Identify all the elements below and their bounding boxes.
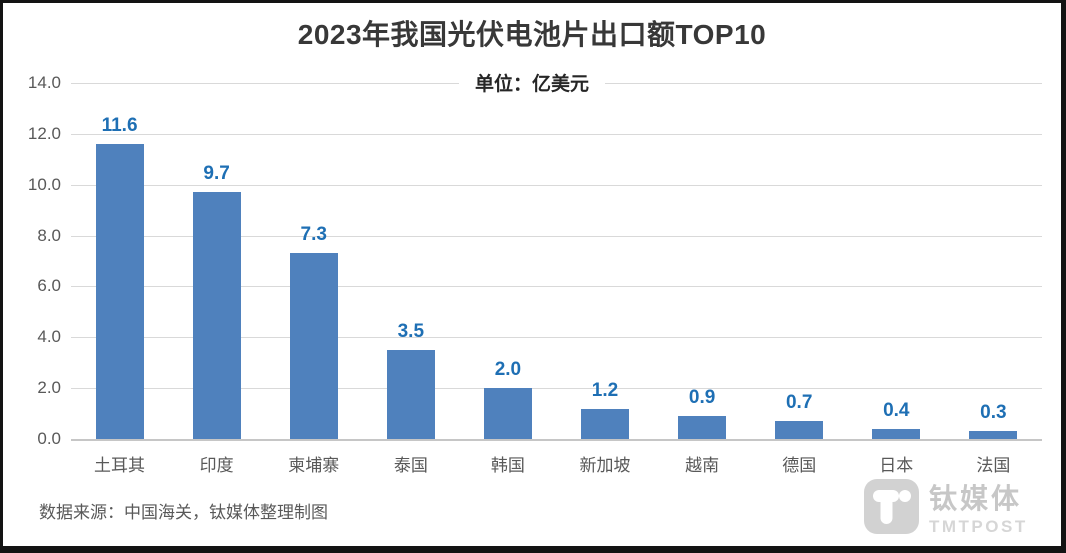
bar-value-label: 2.0 [494,359,522,381]
gridline [71,235,1042,237]
tmtpost-logo-icon [864,479,919,539]
y-axis: 0.0 2.0 4.0 6.0 8.0 10.0 12.0 14.0 [3,73,61,448]
y-tick-label: 10.0 [27,174,61,194]
y-tick-label: 14.0 [27,73,61,92]
bar [386,350,435,439]
category-label: 日本 [879,456,914,475]
bar-value-label: 9.7 [203,163,230,185]
bar-value-label: 11.6 [101,115,138,137]
bar [289,253,338,439]
bar-value-label: 3.5 [397,321,425,342]
y-tick-label: 4.0 [37,327,61,347]
bar-value-label: 1.2 [591,379,619,401]
category-label: 印度 [199,456,234,475]
y-tick-label: 0.0 [37,429,61,448]
bar [872,428,921,439]
bar-value-label: 7.3 [300,224,327,246]
chart-title: 2023年我国光伏电池片出口额TOP10 [297,19,767,50]
category-label: 新加坡 [579,456,631,475]
bar-value-label: 0.9 [688,387,716,409]
bar [581,408,630,439]
bar-value-label: 0.3 [980,402,1007,424]
y-tick-label: 8.0 [37,225,61,245]
bar-slot: 0.4 日本 [848,83,945,475]
unit-label: 单位：亿美元 [3,69,1061,96]
gridline [71,133,1042,135]
bar [678,416,727,439]
bar [483,388,532,439]
bar-slot: 2.0 韩国 [459,83,556,475]
bar [969,431,1018,439]
brand-subname: TMTPOST [929,517,1028,536]
bar-slot: 3.5 泰国 [362,83,459,475]
bar [192,192,241,439]
gridline [71,388,1042,390]
bar-value-label: 0.4 [883,399,910,421]
category-label: 越南 [685,456,720,475]
category-label: 德国 [782,456,817,475]
gridline [71,184,1042,186]
bar-slot: 9.7 印度 [168,83,265,475]
plot-area: 11.6 土耳其 9.7 印度 7.3 柬埔寨 3.5 泰国 2.0 韩国 1.2 新加坡 0.9 越南 0… [71,83,1042,476]
bar-slot: 0.3 法国 [945,83,1042,475]
gridline [71,337,1042,339]
x-axis-line [71,439,1042,441]
brand-name: 钛媒体 [929,483,1023,514]
bar-slot: 0.7 德国 [751,83,848,475]
bar [95,144,144,439]
bar-slot: 1.2 新加坡 [556,83,653,476]
bar-slot: 0.9 越南 [654,83,751,475]
category-label: 土耳其 [94,456,146,475]
source-note: 数据来源：中国海关，钛媒体整理制图 [39,503,328,522]
gridline [71,286,1042,288]
bar-slot: 11.6 土耳其 [71,83,168,475]
category-label: 泰国 [393,456,428,475]
bar [775,421,824,439]
bar-slot: 7.3 柬埔寨 [265,83,362,475]
category-label: 柬埔寨 [288,456,340,475]
bars-container: 11.6 土耳其 9.7 印度 7.3 柬埔寨 3.5 泰国 2.0 韩国 1.2 新加坡 0.9 越南 0… [71,83,1042,476]
category-label: 韩国 [490,456,525,475]
bar-value-label: 0.7 [785,392,813,414]
brand-logo: 钛媒体 TMTPOST [864,479,1028,539]
y-tick-label: 12.0 [27,123,61,143]
y-tick-label: 2.0 [37,378,61,398]
category-label: 法国 [976,456,1011,475]
y-tick-label: 6.0 [37,276,61,296]
